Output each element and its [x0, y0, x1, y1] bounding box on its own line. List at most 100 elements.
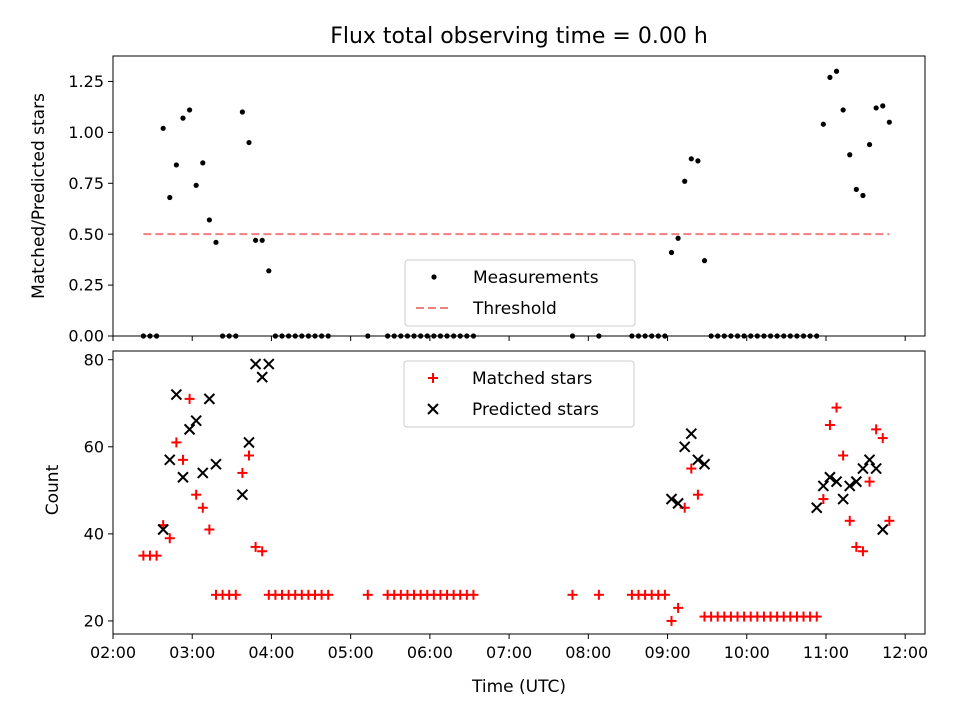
top-measurement-point — [213, 239, 219, 245]
bottom-matched-star-point — [257, 546, 268, 557]
bottom-x-tick-label: 06:00 — [407, 643, 453, 662]
top-measurement-point — [279, 333, 285, 339]
bottom-predicted-star-point — [243, 436, 255, 449]
top-measurement-point — [708, 333, 714, 339]
top-measurement-point — [774, 333, 780, 339]
top-measurement-point — [457, 333, 463, 339]
bottom-matched-star-point — [831, 402, 842, 413]
bottom-predicted-star-point — [837, 493, 849, 505]
bottom-chart-ylabel: Count — [43, 464, 63, 515]
top-chart-title: Flux total observing time = 0.00 h — [330, 24, 708, 49]
bottom-x-tick-label: 12:00 — [882, 643, 928, 662]
top-y-tick-label: 0.75 — [68, 174, 104, 193]
bottom-matched-star-point — [844, 515, 855, 526]
top-measurement-point — [840, 107, 846, 113]
bottom-matched-star-point — [171, 437, 182, 448]
top-measurement-point — [761, 333, 767, 339]
bottom-legend-label: Predicted stars — [472, 400, 599, 420]
top-measurement-point — [411, 333, 417, 339]
top-measurement-point — [147, 333, 153, 339]
top-measurement-point — [688, 156, 694, 162]
top-measurement-point — [160, 125, 166, 131]
bottom-matched-star-point — [184, 393, 195, 404]
top-measurement-point — [173, 162, 179, 168]
top-measurement-point — [239, 109, 245, 115]
bottom-predicted-star-point — [811, 502, 823, 514]
top-measurement-point — [820, 121, 826, 127]
bottom-predicted-star-point — [863, 454, 876, 466]
bottom-y-tick-label: 80 — [84, 350, 104, 369]
bottom-matched-star-point — [851, 541, 862, 552]
top-plot-frame — [112, 55, 926, 337]
bottom-predicted-star-point — [698, 458, 711, 470]
bottom-matched-star-point — [250, 541, 261, 552]
top-measurement-point — [167, 194, 173, 201]
top-measurement-point — [807, 333, 813, 339]
top-measurement-point — [715, 333, 721, 339]
top-measurement-point — [847, 152, 853, 158]
top-y-tick-label: 0.00 — [68, 327, 104, 346]
top-measurement-point — [391, 333, 397, 339]
bottom-matched-star-point — [593, 589, 604, 600]
bottom-predicted-star-point — [164, 454, 176, 466]
bottom-predicted-star-point — [685, 428, 698, 440]
top-measurement-point — [286, 333, 292, 339]
top-measurement-point — [873, 105, 879, 111]
bottom-matched-star-point — [884, 515, 895, 526]
bottom-predicted-star-point — [857, 462, 869, 475]
bottom-matched-star-point — [151, 550, 162, 561]
bottom-predicted-star-point — [236, 488, 249, 501]
top-measurement-point — [596, 333, 602, 339]
top-measurement-point — [880, 103, 886, 109]
top-measurement-point — [781, 333, 787, 339]
bottom-matched-star-point — [177, 454, 188, 465]
top-measurement-point — [814, 333, 820, 339]
top-measurement-point — [649, 333, 655, 339]
bottom-matched-star-point — [811, 611, 822, 622]
top-measurement-point — [754, 333, 760, 339]
bottom-y-tick-label: 20 — [84, 612, 104, 631]
top-measurement-point — [833, 68, 840, 74]
top-measurement-point — [292, 333, 298, 339]
top-measurement-point — [325, 333, 331, 339]
top-measurement-point — [701, 258, 708, 264]
top-measurement-point — [728, 333, 734, 339]
top-measurement-point — [629, 333, 635, 339]
bottom-predicted-star-point — [256, 371, 268, 383]
bottom-chart-xlabel: Time (UTC) — [471, 677, 566, 697]
bottom-predicted-star-point — [692, 454, 704, 466]
bottom-matched-star-point — [230, 589, 241, 600]
top-measurement-point — [312, 333, 318, 339]
bottom-predicted-star-point — [817, 480, 830, 492]
top-measurement-point — [385, 333, 391, 339]
top-legend-box — [404, 259, 636, 327]
top-legend-label: Threshold — [472, 299, 557, 319]
top-measurement-point — [767, 333, 774, 339]
bottom-legend: Matched stars Predicted stars — [403, 360, 635, 428]
bottom-y-tick-label: 40 — [84, 524, 104, 543]
bottom-predicted-star-point — [177, 471, 189, 483]
bottom-matched-star-point — [686, 463, 697, 474]
bottom-x-tick-label: 11:00 — [803, 643, 849, 662]
top-measurement-point — [305, 333, 312, 339]
top-measurement-point — [682, 178, 688, 184]
top-measurement-point — [748, 333, 754, 339]
bottom-matched-star-point — [864, 476, 875, 487]
top-measurement-point — [365, 333, 371, 339]
top-measurement-point — [153, 333, 160, 339]
top-measurement-point — [800, 333, 807, 339]
top-measurement-point — [233, 333, 239, 339]
top-measurement-point — [642, 333, 648, 339]
bottom-x-tick-label: 05:00 — [328, 643, 374, 662]
top-measurement-point — [398, 333, 404, 339]
top-measurement-point — [827, 74, 833, 80]
bottom-x-tick-label: 03:00 — [169, 643, 215, 662]
bottom-matched-star-point — [191, 489, 202, 500]
bottom-predicted-star-point — [844, 480, 856, 492]
bottom-matched-star-point — [323, 589, 334, 600]
bottom-x-tick-label: 10:00 — [724, 643, 770, 662]
bottom-x-tick-label: 04:00 — [248, 643, 294, 662]
bottom-predicted-star-point — [263, 358, 275, 370]
top-measurement-point — [886, 119, 892, 125]
